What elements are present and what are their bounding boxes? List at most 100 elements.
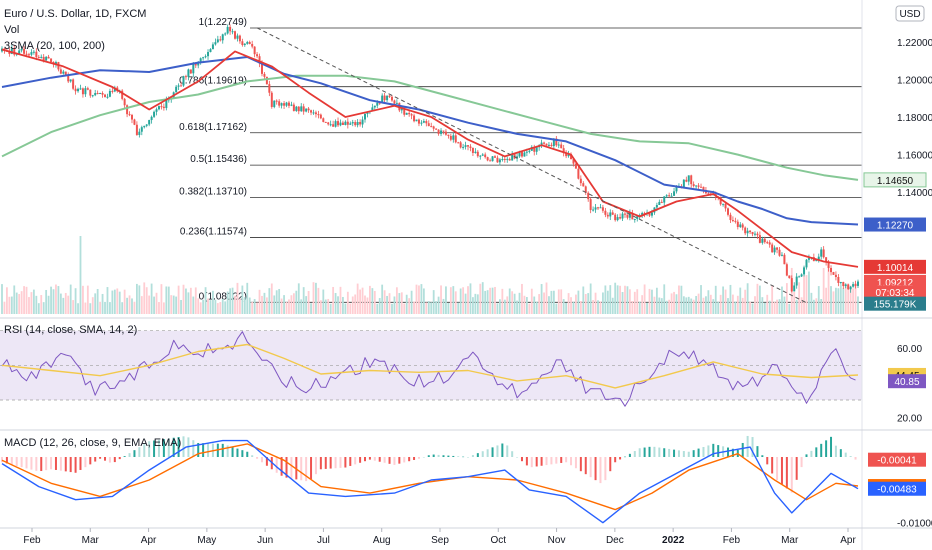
candle-body (682, 179, 685, 188)
macd-histogram-bar (167, 438, 170, 457)
volume-bar (82, 285, 84, 314)
volume-bar (86, 285, 89, 314)
candle-body (773, 247, 776, 253)
volume-bar (77, 303, 79, 314)
candle-body (292, 104, 295, 111)
volume-bar (258, 289, 261, 314)
macd-histogram-bar (388, 457, 391, 464)
macd-histogram-bar (457, 456, 460, 457)
volume-bar (150, 283, 153, 314)
candle-body (121, 90, 124, 99)
volume-bar (334, 292, 337, 314)
volume-bar (503, 299, 506, 314)
macd-histogram-bar (771, 457, 774, 474)
volume-bar (418, 285, 420, 314)
candle-body (64, 71, 67, 76)
candle-body (744, 227, 747, 234)
candle-body (687, 175, 690, 182)
volume-bar (712, 299, 715, 314)
candle-body (621, 213, 624, 219)
candle-body (442, 130, 445, 132)
volume-bar (560, 289, 563, 314)
candle-body (283, 103, 286, 106)
candle-body (623, 213, 626, 215)
volume-bar (121, 302, 124, 314)
candle-body (508, 158, 511, 161)
volume-bar (410, 290, 413, 314)
volume-bar (636, 289, 639, 314)
candle-body (800, 274, 803, 277)
volume-bar (709, 294, 712, 314)
time-tick-label: Dec (606, 535, 624, 546)
candle-body (771, 244, 774, 253)
time-tick-label: Mar (82, 535, 100, 546)
candle-body (655, 204, 658, 208)
time-tick-label: Apr (141, 535, 157, 546)
macd-histogram-bar (364, 457, 367, 462)
candle-body (827, 261, 830, 268)
macd-histogram-bar (535, 457, 538, 467)
candle-body (346, 121, 349, 125)
volume-bar (783, 296, 786, 314)
volume-bar (364, 295, 366, 314)
macd-histogram-bar (633, 451, 636, 457)
macd-histogram-bar (815, 447, 818, 457)
volume-bar (10, 296, 13, 314)
volume-bar (126, 297, 128, 314)
volume-bar (162, 302, 165, 314)
candle-body (59, 69, 62, 74)
macd-histogram-bar (594, 457, 597, 481)
volume-bar (89, 303, 92, 314)
candle-body (498, 159, 501, 163)
candle-body (47, 56, 50, 59)
candle-body (641, 212, 644, 216)
volume-bar (268, 288, 271, 314)
volume-bar (278, 288, 281, 314)
volume-bar (705, 296, 707, 314)
macd-histogram-bar (280, 457, 283, 476)
macd-histogram-bar (800, 457, 803, 468)
candle-body (685, 179, 688, 182)
candle-body (790, 278, 793, 292)
volume-bar (651, 289, 653, 314)
volume-bar (37, 303, 40, 314)
volume-bar (265, 297, 268, 314)
candle-body (567, 154, 570, 157)
volume-bar (270, 283, 273, 314)
candle-body (260, 63, 263, 74)
volume-bar (695, 295, 698, 314)
volume-bar (99, 301, 102, 314)
candle-body (403, 107, 406, 115)
macd-histogram-bar (467, 457, 470, 458)
candle-body (219, 39, 222, 41)
volume-bar (552, 290, 555, 314)
candle-body (437, 129, 440, 134)
candle-body (175, 86, 178, 93)
volume-bar (771, 285, 774, 314)
candle-body (467, 145, 470, 147)
candle-body (817, 256, 820, 260)
macd-histogram-bar (344, 457, 347, 468)
candle-body (565, 153, 568, 157)
candle-body (803, 267, 806, 275)
sma20-line (1, 48, 859, 268)
price-badge-label: 1.12270 (877, 221, 914, 232)
macd-histogram-bar (69, 457, 72, 473)
volume-bar (776, 299, 778, 314)
volume-bar (315, 282, 317, 314)
macd-histogram-bar (256, 457, 259, 459)
volume-bar (609, 285, 612, 314)
volume-bar (356, 283, 359, 314)
macd-histogram-bar (260, 457, 263, 463)
currency-badge[interactable]: USD (895, 5, 925, 22)
candle-body (491, 156, 494, 162)
candle-body (832, 272, 835, 275)
volume-bar (459, 288, 462, 314)
macd-histogram-bar (192, 440, 195, 457)
volume-bar (832, 291, 835, 314)
candle-body (349, 123, 352, 125)
candle-body (393, 100, 396, 104)
volume-bar (614, 282, 617, 314)
candle-body (270, 92, 273, 107)
